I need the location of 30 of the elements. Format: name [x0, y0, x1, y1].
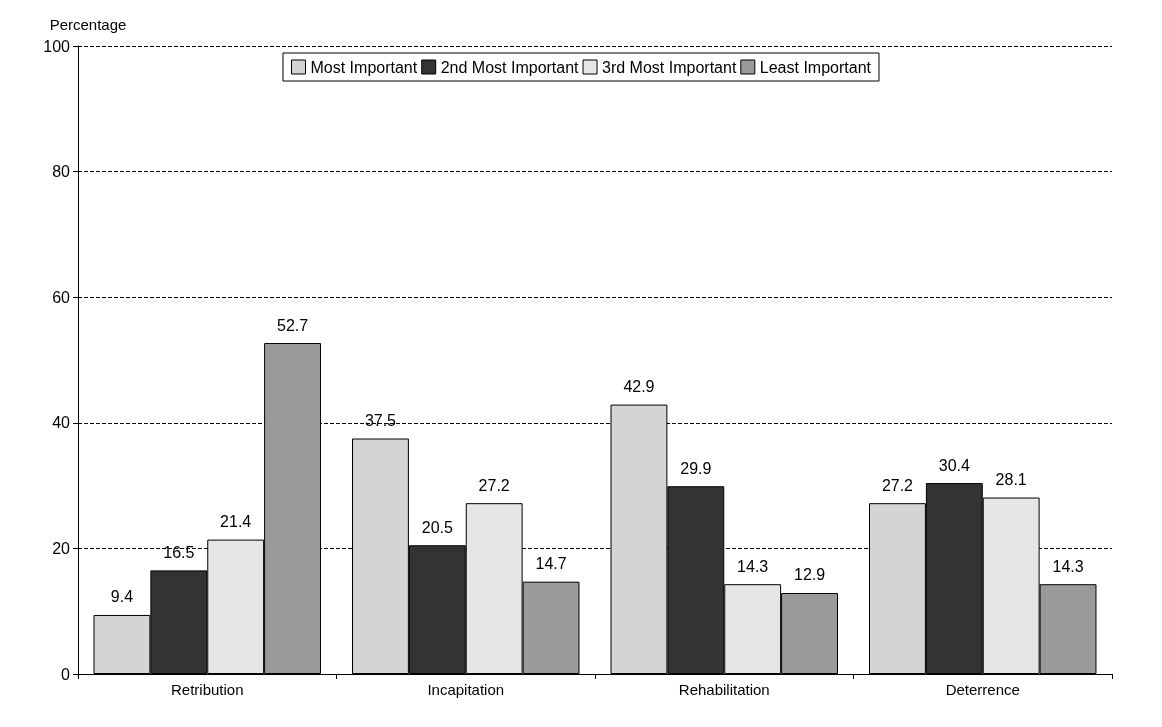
- y-tick-label: 60: [52, 288, 71, 306]
- data-label: 14.3: [1052, 557, 1084, 575]
- data-label: 52.7: [276, 316, 309, 334]
- data-label: 9.4: [110, 588, 134, 606]
- data-label: 29.9: [680, 459, 712, 477]
- y-axis-title: Percentage: [49, 16, 127, 33]
- y-tick-label: 0: [61, 665, 71, 683]
- y-tick-label: 40: [52, 414, 71, 432]
- data-label: 27.2: [478, 476, 510, 494]
- data-label: 21.4: [220, 513, 252, 531]
- data-label: 27.2: [881, 476, 914, 494]
- legend-label: 3rd Most Important: [602, 58, 737, 76]
- x-tick-label: Rehabilitation: [678, 681, 770, 698]
- data-label: 30.4: [938, 456, 970, 474]
- y-tick-label: 20: [52, 539, 71, 557]
- data-label: 28.1: [995, 471, 1027, 489]
- legend-label: Least Important: [759, 58, 872, 76]
- data-label: 20.5: [421, 518, 453, 536]
- data-label: 14.7: [535, 555, 567, 573]
- data-label: 14.3: [737, 557, 769, 575]
- data-label: 42.9: [623, 378, 655, 396]
- x-tick-label: Retribution: [170, 681, 244, 698]
- legend-label: 2nd Most Important: [440, 58, 580, 76]
- x-tick-label: Incapitation: [427, 681, 505, 698]
- data-label: 12.9: [793, 566, 826, 584]
- data-label: 16.5: [163, 543, 195, 561]
- legend-label: Most Important: [310, 58, 418, 76]
- y-tick-label: 80: [52, 163, 71, 181]
- y-tick-label: 100: [43, 37, 71, 55]
- x-tick-label: Deterrence: [945, 681, 1020, 698]
